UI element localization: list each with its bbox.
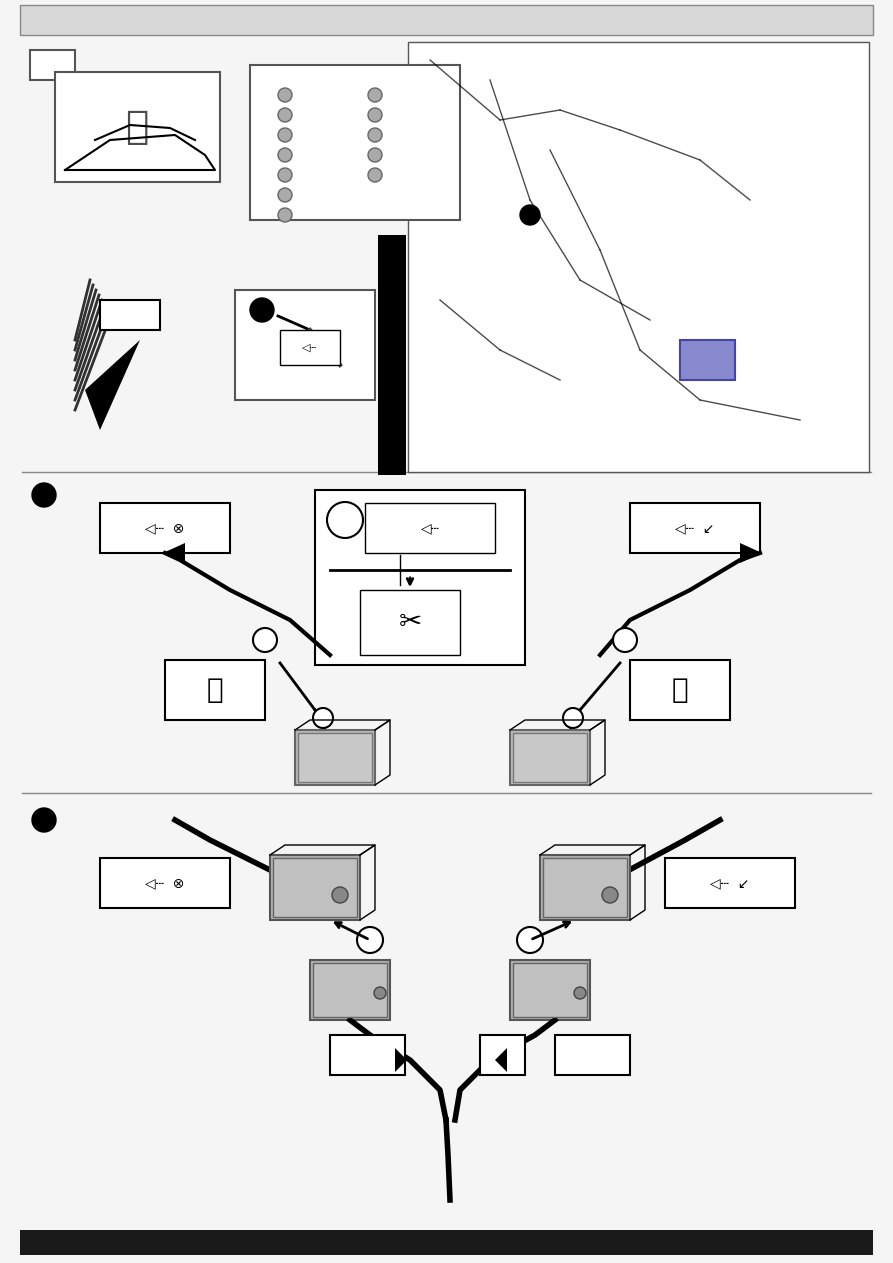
Circle shape [613,628,637,652]
Bar [250,64,460,220]
Bar [100,503,230,553]
Circle shape [368,128,382,141]
Circle shape [32,482,56,506]
Bar [313,962,387,1017]
Bar [510,960,590,1021]
Text: 🚗: 🚗 [125,109,149,147]
Bar [310,960,390,1021]
Bar [513,733,587,782]
Bar [298,733,372,782]
Text: ✂: ✂ [398,608,421,637]
Polygon shape [495,1048,507,1072]
Bar [20,5,873,35]
Circle shape [602,887,618,903]
Circle shape [278,88,292,102]
Polygon shape [740,543,762,563]
Text: ◁┄  ⊗: ◁┄ ⊗ [146,877,185,890]
Text: ◁┄  ⊗: ◁┄ ⊗ [146,522,185,536]
Bar [378,235,406,475]
Bar [665,858,795,908]
Circle shape [368,109,382,123]
Circle shape [517,927,543,954]
Text: ◁┄  ↙: ◁┄ ↙ [675,522,714,536]
Text: ◁┄: ◁┄ [421,522,439,536]
Circle shape [327,501,363,538]
Bar [20,1230,873,1255]
Bar [630,661,730,720]
Circle shape [253,628,277,652]
Circle shape [368,168,382,182]
Text: manualslib: manualslib [330,591,469,649]
Bar [55,72,220,182]
Text: ECS ELECTRONICS: ECS ELECTRONICS [193,416,699,464]
Circle shape [374,986,386,999]
Bar [543,858,627,917]
Circle shape [278,208,292,222]
Text: 🔧: 🔧 [672,676,689,703]
Text: ◁┄: ◁┄ [303,344,318,352]
Circle shape [574,986,586,999]
Polygon shape [378,240,406,400]
Text: 🔧: 🔧 [206,676,223,703]
Circle shape [278,168,292,182]
Circle shape [313,709,333,727]
Bar [630,503,760,553]
Circle shape [368,148,382,162]
Bar [510,730,590,786]
Bar [100,301,160,330]
Bar [480,1034,525,1075]
Polygon shape [163,543,185,563]
Bar [100,858,230,908]
Text: ECS ELECTRONICS: ECS ELECTRONICS [193,976,699,1024]
Bar [22,42,871,472]
Bar [0,0,893,40]
Bar [22,474,871,793]
Text: ECS: ECS [376,608,516,673]
Polygon shape [395,1048,407,1072]
Bar [555,1034,630,1075]
Bar [273,858,357,917]
Bar [513,962,587,1017]
Bar [315,490,525,666]
Bar [330,1034,405,1075]
Circle shape [278,148,292,162]
Circle shape [250,298,274,322]
Polygon shape [85,340,140,429]
Bar [295,730,375,786]
Circle shape [332,887,348,903]
Text: ◁┄  ↙: ◁┄ ↙ [710,877,750,890]
Bar [680,340,735,380]
Bar [22,794,871,1223]
Bar [270,855,360,919]
Circle shape [357,927,383,954]
Bar [165,661,265,720]
Text: manualslib: manualslib [301,980,439,1039]
Circle shape [278,128,292,141]
Bar [360,590,460,655]
Circle shape [368,88,382,102]
Bar [280,330,340,365]
Bar [408,42,869,472]
Bar [540,855,630,919]
Circle shape [32,808,56,832]
Circle shape [278,109,292,123]
Circle shape [563,709,583,727]
Bar [365,503,495,553]
Bar [235,290,375,400]
Circle shape [520,205,540,225]
Bar [30,51,75,80]
Circle shape [278,188,292,202]
